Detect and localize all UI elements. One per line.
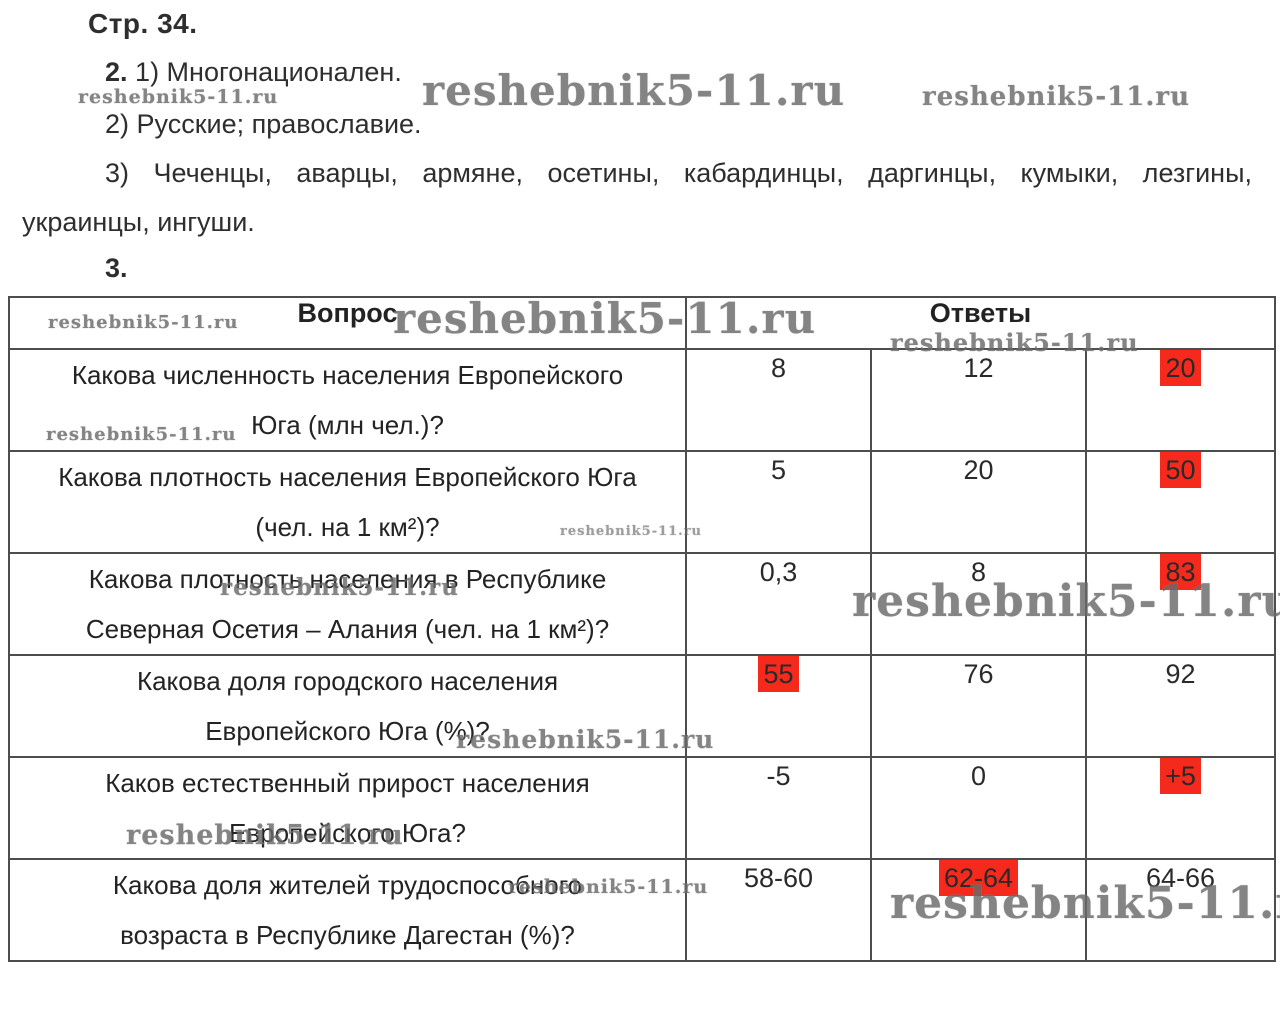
question-line: Какова численность населения Европейског… [71, 360, 624, 390]
question-line: Каков естественный прирост населения [105, 768, 590, 798]
table-row: Какова доля жителей трудоспособного возра… [8, 858, 1277, 962]
question-line: Какова плотность населения в Республике [88, 564, 607, 594]
page-heading: Стр. 34. [88, 8, 198, 39]
table-row: Каков естественный прирост населения Евро… [8, 756, 1277, 860]
question-cell: Какова плотность населения в Республике С… [8, 552, 687, 656]
answer-value: 64-66 [1145, 863, 1216, 893]
question-line: Юга (млн чел.)? [251, 410, 444, 440]
watermark: reshebnik5-11.ru [78, 86, 279, 108]
table-row: Какова плотность населения Европейского … [8, 450, 1277, 554]
answer-value: 50 [1160, 453, 1201, 488]
watermark: reshebnik5-11.ru [922, 82, 1191, 112]
answer-value: 12 [963, 353, 994, 383]
question-cell: Какова численность населения Европейског… [8, 348, 687, 452]
question-cell: Каков естественный прирост населения Евро… [8, 756, 687, 860]
answer-value: 83 [1160, 555, 1201, 590]
question-cell: Какова доля городского населения Европейс… [8, 654, 687, 758]
answer-value: 8 [770, 353, 787, 383]
task2-item2: 2) Русские; православие. [105, 109, 422, 139]
answer-cell: 50 [1084, 450, 1277, 554]
answer-value: 5 [770, 455, 787, 485]
task2-item1: 1) Многонационален. [135, 57, 402, 87]
table-row: Какова численность населения Европейског… [8, 348, 1277, 452]
table-row: Какова плотность населения в Республике С… [8, 552, 1277, 656]
answer-value: 58-60 [743, 863, 814, 893]
answer-cell: +5 [1084, 756, 1277, 860]
answer-value: +5 [1160, 759, 1201, 794]
answer-cell: 64-66 [1084, 858, 1277, 962]
task2-number: 2. [105, 57, 128, 87]
answer-cell: 55 [685, 654, 872, 758]
answer-value: 76 [963, 659, 994, 689]
answer-value: 8 [970, 557, 987, 587]
question-cell: Какова плотность населения Европейского … [8, 450, 687, 554]
question-column-header: Вопрос [8, 296, 687, 350]
answer-cell: 76 [870, 654, 1087, 758]
table-header-row: Вопрос Ответы [8, 296, 1277, 350]
answer-cell: 8 [685, 348, 872, 452]
question-line: Какова доля городского населения [136, 666, 559, 696]
watermark: reshebnik5-11.ru [422, 66, 846, 115]
task3-number: 3. [105, 253, 128, 283]
answer-cell: -5 [685, 756, 872, 860]
question-line: Европейского Юга (%)? [205, 716, 490, 746]
answer-value: 20 [963, 455, 994, 485]
answer-cell: 8 [870, 552, 1087, 656]
question-line: Какова плотность населения Европейского … [58, 462, 637, 492]
answer-cell: 0,3 [685, 552, 872, 656]
answer-cell: 92 [1084, 654, 1277, 758]
answer-cell: 83 [1084, 552, 1277, 656]
answer-value: 62-64 [938, 861, 1019, 896]
answer-value: -5 [766, 761, 791, 791]
answer-cell: 20 [870, 450, 1087, 554]
answer-value: 0 [970, 761, 987, 791]
question-cell: Какова доля жителей трудоспособного возра… [8, 858, 687, 962]
question-line: возраста в Республике Дагестан (%)? [120, 920, 575, 950]
table-row: Какова доля городского населения Европейс… [8, 654, 1277, 758]
question-line: (чел. на 1 км²)? [255, 512, 440, 542]
answer-cell: 20 [1084, 348, 1277, 452]
answer-cell: 62-64 [870, 858, 1087, 962]
question-line: Европейского Юга? [229, 818, 466, 848]
task2-line1: 2. 1) Многонационален. [105, 57, 402, 88]
question-line: Какова доля жителей трудоспособного [112, 870, 583, 900]
task2-item3-line2: украинцы, ингуши. [22, 207, 255, 237]
answer-value: 92 [1165, 659, 1196, 689]
answer-cell: 0 [870, 756, 1087, 860]
question-line: Северная Осетия – Алания (чел. на 1 км²)… [85, 614, 610, 644]
task2-item3-line1: 3) Чеченцы, аварцы, армяне, осетины, каб… [105, 158, 1252, 188]
answer-value: 55 [758, 657, 799, 692]
questions-answers-table: Вопрос Ответы Какова численность населен… [8, 296, 1277, 962]
answer-cell: 5 [685, 450, 872, 554]
answer-value: 20 [1160, 351, 1201, 386]
answer-cell: 58-60 [685, 858, 872, 962]
answer-value: 0,3 [759, 557, 798, 587]
answer-cell: 12 [870, 348, 1087, 452]
answers-column-header: Ответы [684, 296, 1277, 350]
